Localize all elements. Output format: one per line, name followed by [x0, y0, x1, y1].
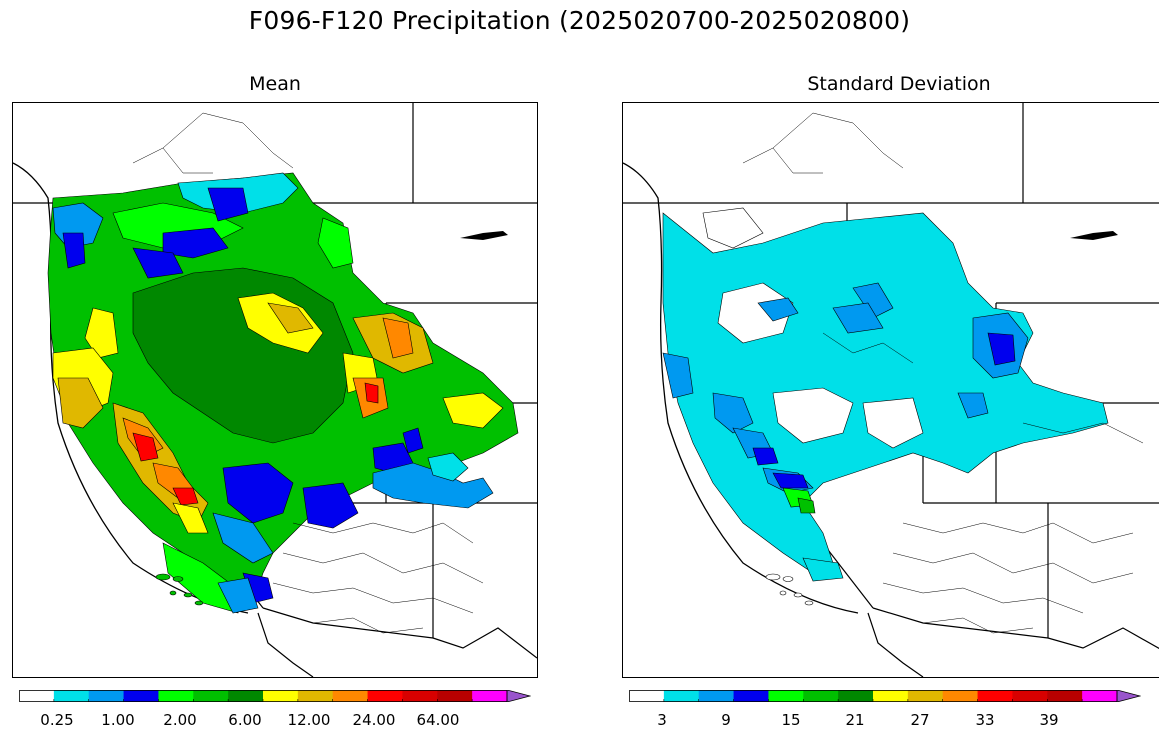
mean-colorbar-swatch [297, 690, 334, 702]
sd-colorbar-swatch [873, 690, 909, 702]
mean-colorbar-swatch [88, 690, 125, 702]
mean-colorbar-tick-label: 24.00 [352, 711, 396, 729]
mean-colorbar-swatch [193, 690, 229, 702]
basin-outlines [132, 112, 484, 634]
sd-colorbar-swatch [838, 690, 874, 702]
standard-deviation-map [622, 102, 1159, 678]
mean-map [12, 102, 538, 678]
sd-colorbar-tick-label: 39 [1039, 711, 1059, 729]
sd-colorbar-tick-label: 21 [845, 711, 865, 729]
mean-colorbar-tick-label: 0.25 [40, 711, 74, 729]
sd-colorbar-swatch [768, 690, 804, 702]
island-features-sd [765, 573, 814, 606]
std-dev-regions [662, 207, 1109, 582]
sd-colorbar-tick-label: 27 [910, 711, 930, 729]
mean-colorbar-extend-arrow [506, 690, 531, 702]
sd-colorbar-tick-label: 15 [781, 711, 801, 729]
sd-colorbar-extend-arrow [1116, 690, 1141, 702]
mean-colorbar-swatch [263, 690, 299, 702]
sd-colorbar-tick-label: 3 [657, 711, 667, 729]
mean-colorbar [19, 690, 531, 702]
sd-colorbar-tick-label: 9 [721, 711, 731, 729]
mean-colorbar-tick-label: 12.00 [287, 711, 331, 729]
sd-colorbar-swatch [907, 690, 944, 702]
mean-colorbar-tick-label: 64.00 [416, 711, 460, 729]
sd-colorbar-swatch [629, 690, 665, 702]
mean-colorbar-tick-label: 6.00 [228, 711, 262, 729]
sd-colorbar-swatch [1012, 690, 1048, 702]
mean-colorbar-swatch [228, 690, 264, 702]
mean-colorbar-swatch [19, 690, 55, 702]
basin-outlines-sd [742, 112, 1144, 634]
figure-title: F096-F120 Precipitation (2025020700-2025… [248, 6, 911, 35]
panel-title-standard-deviation: Standard Deviation [807, 73, 991, 95]
coastline-sd [623, 162, 859, 614]
sd-colorbar-swatch [942, 690, 979, 702]
sd-colorbar-tick-label: 33 [975, 711, 995, 729]
mean-colorbar-swatch [123, 690, 159, 702]
mean-colorbar-tick-label: 2.00 [163, 711, 197, 729]
sd-colorbar-swatch [1082, 690, 1118, 702]
mean-colorbar-swatch [53, 690, 90, 702]
mean-colorbar-tick-label: 1.00 [101, 711, 135, 729]
island-features [155, 573, 204, 606]
mean-colorbar-swatch [437, 690, 473, 702]
sd-colorbar-swatch [663, 690, 700, 702]
mean-colorbar-swatch [158, 690, 194, 702]
mean-colorbar-swatch [367, 690, 403, 702]
sd-colorbar-swatch [698, 690, 735, 702]
sd-colorbar-swatch [977, 690, 1013, 702]
precip-regions [47, 172, 519, 614]
coastline [13, 162, 249, 614]
mean-colorbar-swatch [402, 690, 438, 702]
mean-colorbar-swatch [332, 690, 369, 702]
sd-colorbar-swatch [1047, 690, 1083, 702]
mean-colorbar-swatch [472, 690, 508, 702]
lake-feature [460, 231, 508, 240]
lake-feature-sd [1070, 231, 1118, 240]
sd-colorbar-swatch [803, 690, 839, 702]
standard-deviation-colorbar [629, 690, 1141, 702]
panel-title-mean: Mean [249, 73, 301, 95]
sd-colorbar-swatch [733, 690, 769, 702]
